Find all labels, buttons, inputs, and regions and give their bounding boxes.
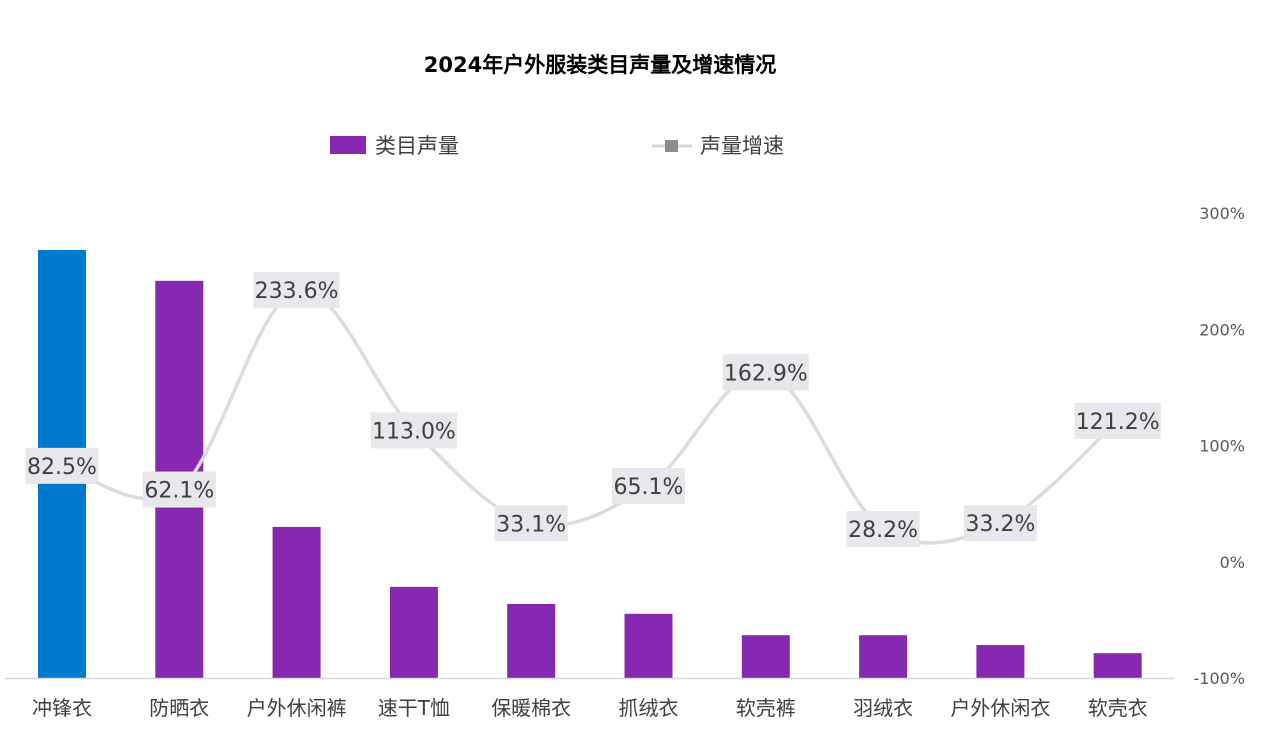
y2-tick-label: 0% bbox=[1220, 553, 1245, 572]
data-label: 121.2% bbox=[1076, 410, 1160, 435]
data-label-box bbox=[1074, 402, 1161, 439]
data-label: 65.1% bbox=[614, 475, 684, 500]
data-label-box bbox=[612, 468, 685, 505]
y2-tick-label: 100% bbox=[1199, 437, 1245, 456]
y2-tick-label: 200% bbox=[1199, 320, 1245, 339]
data-label-box bbox=[253, 272, 340, 309]
bar-9 bbox=[1093, 653, 1142, 678]
data-label-box bbox=[142, 471, 216, 508]
data-label: 233.6% bbox=[255, 279, 339, 304]
x-tick-label: 冲锋衣 bbox=[32, 696, 92, 720]
legend-line-marker bbox=[665, 140, 678, 152]
bar-4 bbox=[507, 603, 556, 678]
x-tick-label: 羽绒衣 bbox=[853, 696, 913, 720]
y2-tick-label: -100% bbox=[1193, 669, 1245, 688]
bar-6 bbox=[741, 635, 790, 678]
x-tick-label: 速干T恤 bbox=[378, 696, 450, 720]
x-tick-label: 保暖棉衣 bbox=[491, 696, 571, 720]
bar-7 bbox=[859, 635, 908, 678]
x-tick-label: 防晒衣 bbox=[149, 696, 209, 720]
legend: 类目声量 声量增速 bbox=[330, 134, 784, 158]
data-label: 62.1% bbox=[144, 479, 214, 504]
data-label-box bbox=[846, 510, 920, 547]
data-label-box bbox=[494, 505, 568, 542]
legend-bar-label: 类目声量 bbox=[375, 134, 459, 158]
data-label: 33.2% bbox=[965, 512, 1035, 537]
y2-tick-label: 300% bbox=[1199, 204, 1245, 223]
data-label: 82.5% bbox=[27, 455, 97, 480]
x-tick-label: 户外休闲衣 bbox=[950, 696, 1050, 720]
legend-bar-swatch bbox=[330, 136, 366, 154]
bar-2 bbox=[272, 526, 321, 678]
growth-line bbox=[61, 288, 1119, 545]
data-label-box bbox=[963, 505, 1037, 542]
data-label: 28.2% bbox=[848, 518, 918, 543]
data-label: 162.9% bbox=[724, 361, 808, 386]
x-tick-label: 软壳裤 bbox=[736, 696, 796, 720]
x-tick-label: 抓绒衣 bbox=[619, 696, 679, 720]
x-tick-label: 户外休闲裤 bbox=[247, 696, 347, 720]
bar-8 bbox=[976, 645, 1025, 678]
x-tick-label: 软壳衣 bbox=[1088, 696, 1148, 720]
data-label-box bbox=[370, 412, 457, 449]
legend-line-label: 声量增速 bbox=[700, 134, 784, 158]
data-label: 33.1% bbox=[496, 512, 566, 537]
data-label: 113.0% bbox=[372, 419, 456, 444]
data-label-box bbox=[722, 354, 809, 391]
bar-3 bbox=[389, 586, 438, 678]
bar-5 bbox=[624, 613, 673, 678]
chart-title: 2024年户外服装类目声量及增速情况 bbox=[424, 53, 776, 77]
data-label-box bbox=[25, 447, 99, 484]
